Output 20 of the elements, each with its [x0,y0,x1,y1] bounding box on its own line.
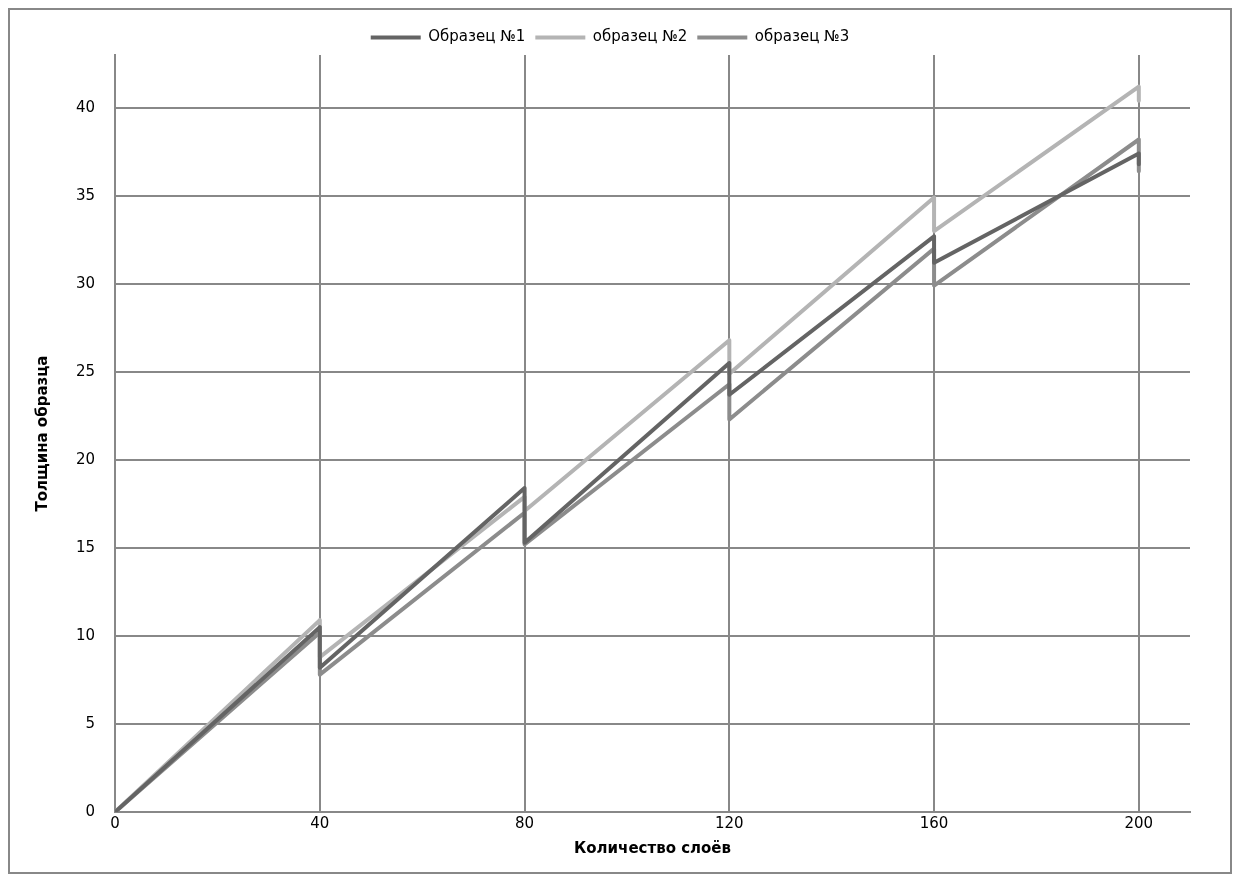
legend-label: образец №3 [754,27,850,46]
x-tick-label: 200 [1124,813,1154,832]
y-tick-label: 15 [75,537,96,556]
y-tick-label: 0 [85,801,96,820]
y-tick-label: 20 [75,449,96,468]
x-tick-label: 120 [715,813,744,832]
x-axis-title: Количество слоёв [574,838,732,857]
legend-label: образец №2 [592,27,688,46]
y-tick-label: 25 [75,361,96,380]
y-axis-title: Толщина образца [32,355,51,512]
y-tick-label: 40 [75,97,96,116]
y-tick-label: 10 [75,625,96,644]
legend-label: Образец №1 [428,27,526,46]
x-tick-label: 160 [919,813,949,832]
x-tick-label: 80 [515,813,535,832]
y-tick-label: 35 [75,185,96,204]
x-tick-label: 40 [310,813,330,832]
y-tick-label: 30 [75,273,96,292]
y-tick-label: 5 [85,713,96,732]
x-tick-label: 0 [110,813,120,832]
